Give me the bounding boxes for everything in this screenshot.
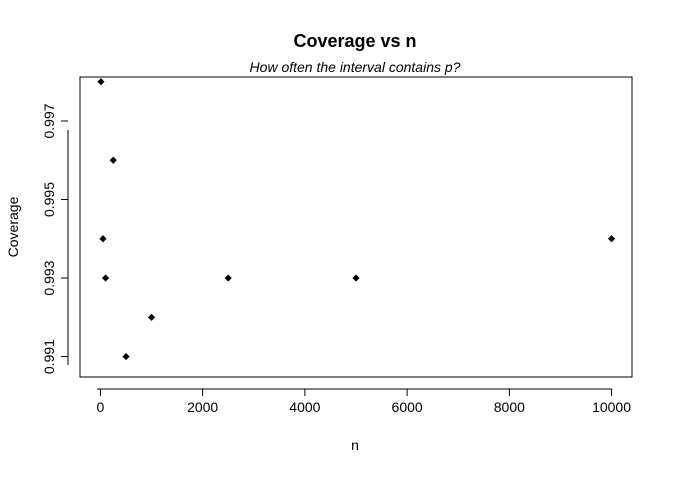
data-point	[147, 313, 156, 321]
data-point	[99, 235, 107, 243]
chart-title: Coverage vs n	[293, 31, 416, 51]
data-point	[122, 352, 130, 361]
y-tick-label: 0.991	[41, 339, 57, 374]
y-axis-ticks: 0.991 0.993 0.995 0.997	[41, 103, 68, 374]
y-tick-label: 0.995	[41, 182, 57, 217]
x-axis-label: n	[351, 437, 359, 453]
data-point	[352, 274, 360, 282]
scatter-points	[97, 78, 616, 361]
data-point	[224, 274, 232, 282]
data-point	[97, 78, 105, 86]
chart-subtitle: How often the interval contains p?	[250, 59, 461, 75]
y-tick-label: 0.997	[41, 103, 57, 138]
x-tick-label: 0	[97, 399, 105, 415]
data-point	[101, 274, 110, 282]
plot-frame	[79, 76, 633, 378]
data-point	[109, 156, 117, 164]
x-tick-label: 10000	[592, 399, 631, 415]
y-axis-label: Coverage	[5, 196, 21, 257]
x-tick-label: 6000	[392, 399, 423, 415]
x-tick-label: 8000	[494, 399, 525, 415]
x-axis-ticks: 0 2000 4000 6000 8000 10000	[97, 389, 631, 415]
y-tick-label: 0.993	[41, 260, 57, 295]
x-tick-label: 2000	[187, 399, 218, 415]
x-tick-label: 4000	[289, 399, 320, 415]
data-point	[607, 235, 616, 243]
